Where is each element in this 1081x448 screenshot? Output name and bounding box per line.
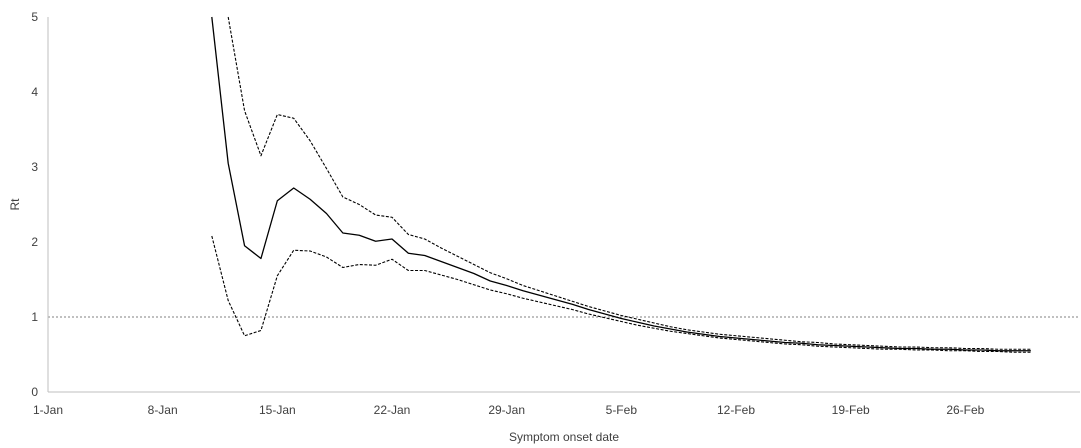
- x-tick-label: 5-Feb: [606, 403, 638, 417]
- y-tick-label: 4: [31, 85, 38, 99]
- series-line-upper-bound: [227, 16, 1031, 350]
- y-tick-label: 1: [31, 310, 38, 324]
- series-layer: [211, 16, 1031, 353]
- x-tick-label: 19-Feb: [832, 403, 870, 417]
- y-axis-title: Rt: [8, 198, 22, 211]
- y-tick-labels: 0 1 2 3 4 5: [31, 10, 38, 399]
- x-tick-label: 29-Jan: [488, 403, 525, 417]
- plot-area: [48, 16, 1080, 353]
- x-tick-label: 15-Jan: [259, 403, 296, 417]
- x-tick-label: 12-Feb: [717, 403, 755, 417]
- series-line-lower-bound: [211, 235, 1031, 353]
- x-tick-label: 1-Jan: [33, 403, 63, 417]
- y-tick-label: 3: [31, 160, 38, 174]
- x-tick-labels: 1-Jan 8-Jan 15-Jan 22-Jan 29-Jan 5-Feb 12-Feb 1…: [33, 403, 985, 417]
- x-tick-label: 22-Jan: [374, 403, 411, 417]
- x-tick-label: 26-Feb: [946, 403, 984, 417]
- x-tick-label: 8-Jan: [148, 403, 178, 417]
- series-line-estimate: [211, 16, 1031, 352]
- x-axis-title: Symptom onset date: [509, 430, 619, 444]
- y-tick-label: 5: [31, 10, 38, 24]
- axes-layer: [47, 17, 1080, 393]
- y-tick-label: 2: [31, 235, 38, 249]
- y-tick-label: 0: [31, 385, 38, 399]
